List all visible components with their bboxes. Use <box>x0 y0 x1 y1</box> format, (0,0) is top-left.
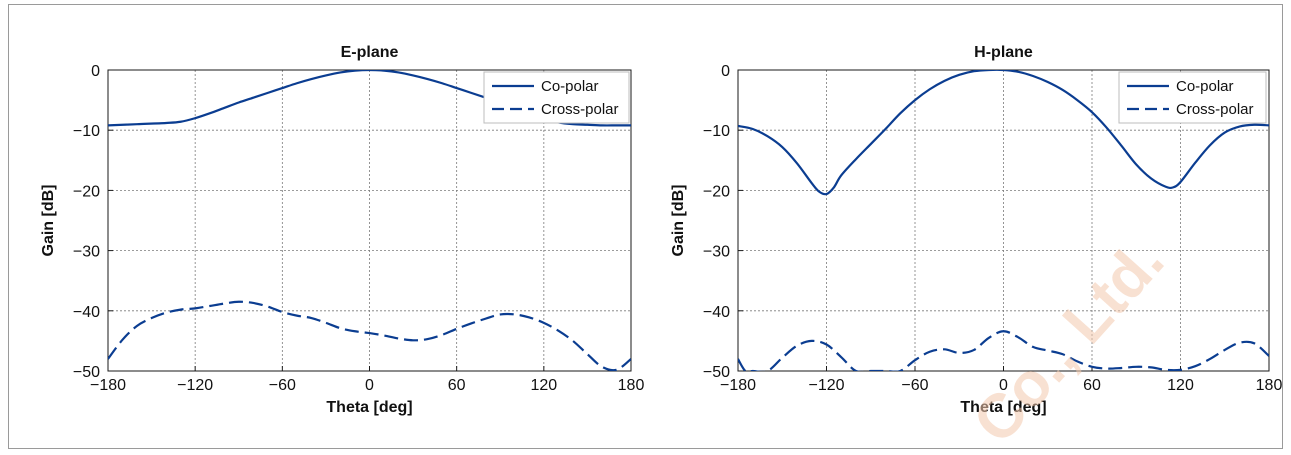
legend-box <box>1118 71 1267 124</box>
x-tick-label: −60 <box>901 377 928 394</box>
y-tick-label: −50 <box>703 364 730 381</box>
series-line-cross-polar <box>738 330 1269 371</box>
x-tick-label: −60 <box>269 377 296 394</box>
y-tick-label: −40 <box>73 304 100 321</box>
x-tick-label: 120 <box>1167 377 1194 394</box>
x-tick-label: 0 <box>365 377 374 394</box>
chart-e-plane: −180 −120 −60 0 60 120 180 0 −10 −20 −30 −40 −50 E-pl… <box>40 44 644 416</box>
chart-title: H-plane <box>974 44 1033 61</box>
x-axis-label: Theta [deg] <box>326 399 412 416</box>
series-line-cross-polar <box>108 300 631 371</box>
x-tick-label: 120 <box>530 377 557 394</box>
y-axis-label: Gain [dB] <box>40 185 57 257</box>
y-tick-label: −30 <box>703 244 730 261</box>
y-tick-label: 0 <box>721 63 730 80</box>
legend-entry: Co-polar <box>1176 78 1234 95</box>
y-tick-label: −20 <box>703 183 730 200</box>
x-tick-label: 60 <box>1083 377 1101 394</box>
x-tick-label: 180 <box>1256 377 1283 394</box>
y-axis-label: Gain [dB] <box>670 185 687 257</box>
chart-h-plane: −180 −120 −60 0 60 120 180 0 −10 −20 −30 −40 −50 H-pl… <box>670 44 1282 416</box>
x-tick-label: −180 <box>90 377 126 394</box>
legend: Co-polar Cross-polar <box>1118 71 1267 124</box>
legend-box <box>483 71 630 124</box>
x-tick-label: −120 <box>808 377 844 394</box>
figure-frame: −180 −120 −60 0 60 120 180 0 −10 −20 −30 −40 −50 E-pl… <box>8 4 1283 450</box>
y-tick-label: −10 <box>73 123 100 140</box>
x-tick-label: 60 <box>448 377 466 394</box>
x-tick-label: −120 <box>177 377 213 394</box>
y-tick-label: −10 <box>703 123 730 140</box>
figure-canvas: −180 −120 −60 0 60 120 180 0 −10 −20 −30 −40 −50 E-pl… <box>40 44 1282 450</box>
legend-entry: Co-polar <box>541 78 599 95</box>
x-tick-label: −180 <box>720 377 756 394</box>
legend: Co-polar Cross-polar <box>483 71 630 124</box>
legend-entry: Cross-polar <box>541 101 619 118</box>
x-tick-label: 0 <box>999 377 1008 394</box>
legend-entry: Cross-polar <box>1176 101 1254 118</box>
x-tick-label: 180 <box>618 377 645 394</box>
series-group <box>738 70 1269 371</box>
y-tick-label: 0 <box>91 63 100 80</box>
series-line-co-polar <box>738 70 1269 196</box>
chart-title: E-plane <box>341 44 399 61</box>
y-tick-label: −20 <box>73 183 100 200</box>
x-axis-label: Theta [deg] <box>960 399 1046 416</box>
y-tick-label: −40 <box>703 304 730 321</box>
y-tick-label: −30 <box>73 244 100 261</box>
y-tick-label: −50 <box>73 364 100 381</box>
